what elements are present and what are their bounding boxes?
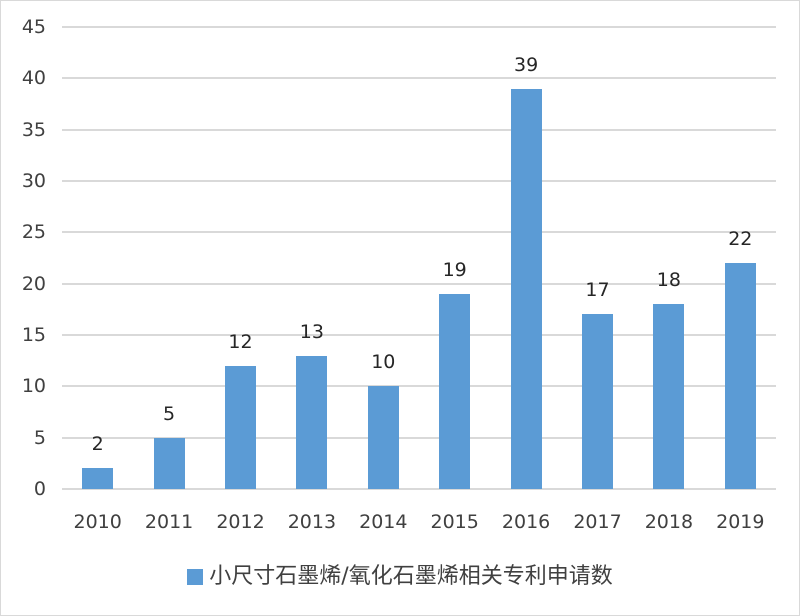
bar-2010 bbox=[82, 468, 114, 489]
legend-label: 小尺寸石墨烯/氧化石墨烯相关专利申请数 bbox=[209, 564, 613, 589]
y-axis-tick-label: 10 bbox=[21, 375, 46, 398]
y-axis-tick-label: 30 bbox=[21, 170, 46, 192]
y-axis-tick-label: 15 bbox=[21, 324, 46, 346]
bar-2016 bbox=[510, 88, 542, 489]
y-axis-tick-label: 0 bbox=[33, 478, 46, 500]
data-label: 18 bbox=[656, 269, 681, 292]
gridline bbox=[62, 385, 776, 388]
x-axis-tick-label: 2010 bbox=[73, 511, 122, 533]
x-axis-tick-label: 2018 bbox=[644, 511, 694, 533]
x-axis-tick-label: 2012 bbox=[216, 511, 265, 533]
x-axis-tick-label: 2019 bbox=[716, 511, 765, 533]
bar-2019 bbox=[724, 263, 756, 489]
bar-2012 bbox=[225, 365, 256, 489]
x-axis-tick-label: 2016 bbox=[501, 511, 551, 533]
data-label: 12 bbox=[228, 330, 253, 353]
data-label: 17 bbox=[585, 279, 610, 302]
data-label: 10 bbox=[371, 351, 396, 374]
bar-2013 bbox=[296, 355, 328, 489]
gridline bbox=[62, 26, 776, 28]
x-axis-tick-label: 2017 bbox=[573, 511, 622, 533]
y-axis-tick-label: 35 bbox=[21, 118, 46, 141]
data-label: 13 bbox=[299, 320, 324, 343]
y-axis-tick-label: 45 bbox=[21, 16, 46, 38]
legend-swatch-icon bbox=[187, 569, 204, 585]
y-axis-tick-label: 40 bbox=[21, 67, 46, 90]
y-axis-tick-label: 25 bbox=[21, 221, 46, 244]
bar-2018 bbox=[653, 304, 685, 489]
gridline bbox=[62, 128, 776, 131]
data-label: 19 bbox=[442, 258, 467, 281]
gridline bbox=[62, 77, 776, 80]
bar-2015 bbox=[439, 293, 471, 489]
x-axis-tick-label: 2015 bbox=[430, 511, 479, 533]
gridline bbox=[62, 282, 776, 285]
data-label: 39 bbox=[514, 53, 539, 76]
gridline bbox=[62, 334, 776, 336]
gridline bbox=[62, 488, 776, 490]
y-axis-tick-label: 5 bbox=[33, 426, 46, 449]
x-axis-tick-label: 2011 bbox=[144, 511, 194, 533]
gridline bbox=[62, 231, 776, 234]
data-label: 2 bbox=[91, 433, 104, 456]
y-axis-tick-label: 20 bbox=[21, 272, 46, 295]
bar-2014 bbox=[367, 386, 399, 489]
data-label: 5 bbox=[163, 402, 176, 425]
legend: 小尺寸石墨烯/氧化石墨烯相关专利申请数 bbox=[0, 564, 800, 590]
gridline bbox=[62, 180, 776, 182]
gridline bbox=[62, 436, 776, 439]
bar-2017 bbox=[582, 314, 613, 489]
x-axis-tick-label: 2013 bbox=[287, 511, 337, 533]
data-label: 22 bbox=[728, 228, 753, 251]
bar-2011 bbox=[153, 437, 185, 489]
x-axis-tick-label: 2014 bbox=[359, 511, 408, 533]
